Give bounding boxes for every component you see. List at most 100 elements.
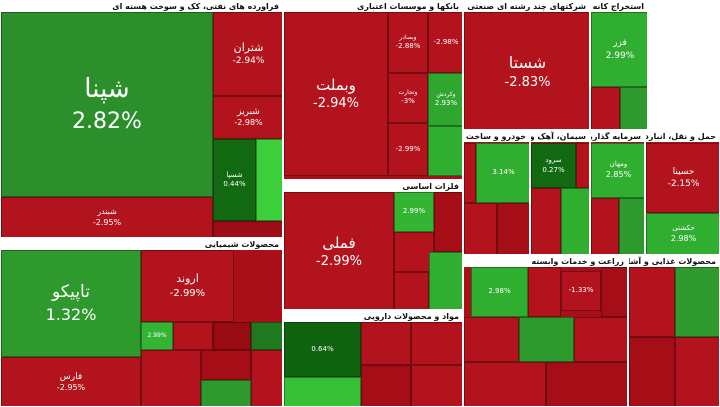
filler-tile	[361, 322, 411, 365]
stock-change: 0.64%	[311, 344, 334, 353]
filler-tile	[256, 139, 282, 221]
filler-tile	[528, 267, 561, 317]
sector-title: سیمان، آهک و گچ	[531, 131, 589, 142]
filler-tile	[361, 365, 411, 406]
filler-tile	[629, 267, 675, 337]
filler-tile	[497, 203, 529, 254]
filler-tile	[519, 317, 574, 362]
stock-name: تاپیکو	[52, 282, 90, 303]
sector-title: خودرو و ساخت قطعات	[464, 131, 529, 142]
stock-tile: شتران -2.94%	[213, 12, 282, 96]
stock-change: -2.94%	[232, 56, 265, 67]
stock-change: -2.94%	[313, 96, 359, 112]
stock-change: -2.98%	[234, 118, 263, 128]
stock-tile: حسینا -2.15%	[646, 143, 719, 213]
stock-tile: شسپا 0.44%	[213, 139, 256, 221]
filler-tile	[213, 221, 282, 237]
stock-tile: -2.99%	[388, 123, 428, 176]
stock-tile: فزر 2.99%	[591, 12, 647, 87]
filler-tile	[213, 322, 251, 350]
stock-change: -2.15%	[667, 179, 700, 189]
stock-change: -2.88%	[395, 41, 421, 50]
stock-tile: شپنا 2.82%	[1, 12, 213, 197]
sector-title: بانکها و موسسات اعتباری	[284, 1, 462, 12]
stock-tile: ومهان 2.85%	[591, 143, 644, 198]
sector: وبملت -2.94% وبصادر -2.88% -2.98% وتجارت -3% وک…	[283, 0, 463, 180]
stock-name: حسینا	[672, 166, 695, 177]
stock-tile: 2.99%	[141, 322, 173, 350]
stock-change: -1.33%	[568, 286, 594, 295]
filler-tile	[284, 377, 361, 406]
stock-tile: 0.64%	[284, 322, 361, 377]
filler-tile	[619, 198, 644, 254]
filler-tile	[576, 143, 589, 188]
stock-change: 2.99%	[147, 331, 167, 339]
filler-tile	[620, 87, 647, 129]
filler-tile	[591, 198, 619, 254]
filler-tile	[429, 252, 462, 309]
stock-change: 2.98%	[670, 233, 697, 243]
sector: محصولات غذایی و آشامیدنی به جز قند و شکر	[628, 255, 720, 407]
sector: فملی -2.99% 2.99% فلزات اساسی	[283, 180, 463, 310]
stock-tile: اروند -2.99%	[141, 250, 234, 322]
stock-change: 0.44%	[223, 180, 246, 188]
stock-change: -3%	[401, 97, 415, 106]
stock-tile: شبریز -2.98%	[213, 96, 282, 139]
stock-name: حکشتی	[672, 224, 695, 233]
stock-name: شتران	[233, 40, 264, 54]
stock-change: -2.99%	[395, 144, 421, 153]
stock-name: سرود	[545, 156, 562, 165]
stock-change: 2.85%	[605, 169, 632, 179]
filler-tile	[411, 322, 462, 365]
stock-name: وکردش	[436, 90, 456, 98]
sector-title: شرکتهای چند رشته ای صنعتی	[464, 1, 589, 12]
stock-tile: شبندر -2.95%	[1, 197, 213, 237]
filler-tile	[629, 337, 675, 406]
stock-name: فملی	[322, 233, 356, 252]
stock-name: اروند	[176, 271, 199, 285]
sector-title: محصولات غذایی و آشامیدنی به جز قند و شکر	[629, 256, 719, 267]
filler-tile	[574, 317, 627, 362]
stock-name: وتجارت	[398, 89, 418, 97]
stock-change: 3.14%	[492, 168, 515, 177]
filler-tile	[464, 317, 519, 362]
filler-tile	[411, 365, 462, 406]
stock-name: شبریز	[237, 107, 260, 118]
stock-name: ومهان	[609, 160, 628, 169]
stock-change: 2.82%	[72, 109, 142, 135]
sector: 0.64% مواد و محصولات دارویی	[283, 310, 463, 407]
filler-tile	[434, 192, 462, 252]
stock-tile: وبصادر -2.88%	[388, 12, 428, 73]
filler-tile	[173, 322, 213, 350]
stock-tile: 2.98%	[471, 267, 528, 317]
stock-change: -2.95%	[56, 383, 86, 393]
stock-name: وبصادر	[399, 33, 417, 41]
stock-name: وبملت	[316, 76, 356, 95]
stock-tile: فملی -2.99%	[284, 192, 394, 309]
sector: 2.98% -1.33% زراعت و خدمات وابسته	[463, 255, 628, 407]
stock-tile: وبملت -2.94%	[284, 12, 388, 176]
stock-tile: وتجارت -3%	[388, 73, 428, 123]
filler-tile	[464, 362, 546, 406]
stock-tile: حکشتی 2.98%	[646, 213, 719, 254]
filler-tile	[251, 322, 282, 350]
stock-tile: فارس -2.95%	[1, 357, 141, 406]
stock-change: 2.99%	[402, 207, 426, 216]
stock-change: 2.99%	[605, 50, 635, 61]
filler-tile	[428, 126, 462, 176]
stock-tile: سرود 0.27%	[531, 143, 576, 188]
sector-title: سرمایه گذاریها	[591, 131, 644, 142]
filler-tile	[561, 188, 589, 254]
filler-tile	[675, 267, 719, 337]
filler-tile	[141, 350, 201, 406]
sector-title: زراعت و خدمات وابسته	[464, 256, 627, 267]
filler-tile	[464, 143, 476, 203]
stock-change: -2.83%	[504, 74, 551, 90]
stock-name: شسپا	[226, 170, 243, 179]
stock-tile: شستا -2.83%	[464, 12, 589, 129]
sector-title: مواد و محصولات دارویی	[284, 311, 462, 322]
stock-name: شپنا	[84, 74, 130, 105]
stock-change: -2.99%	[169, 287, 206, 299]
stock-change: -2.99%	[316, 253, 362, 269]
filler-tile	[394, 232, 434, 272]
